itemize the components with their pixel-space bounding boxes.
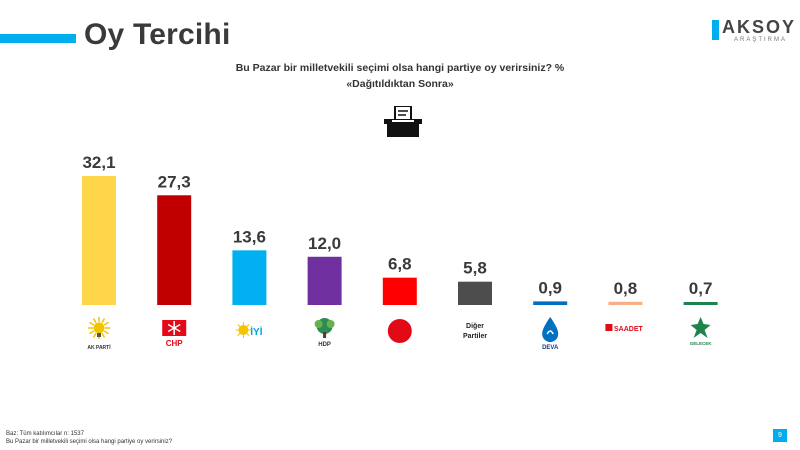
page-title: Oy Tercihi bbox=[84, 18, 231, 51]
deva-logo: DEVA bbox=[542, 317, 559, 351]
chart-question-note: «Dağıtıldıktan Sonra» bbox=[346, 78, 454, 90]
saadet-logo: SAADET bbox=[605, 324, 644, 333]
akp-logo-text: AK PARTİ bbox=[87, 344, 111, 351]
diger-label-line2: Partiler bbox=[463, 333, 487, 340]
value-label-gelecek: 0,7 bbox=[689, 279, 713, 298]
bar-mhp bbox=[382, 277, 417, 305]
bar-diger bbox=[458, 281, 492, 305]
bar-iyi bbox=[232, 250, 267, 305]
value-label-saadet: 0,8 bbox=[614, 279, 638, 298]
deva-logo-text: DEVA bbox=[542, 345, 559, 351]
title-accent-bar bbox=[0, 34, 76, 43]
bar-saadet bbox=[608, 301, 643, 305]
value-label-iyi: 13,6 bbox=[233, 227, 266, 246]
brand-stripe bbox=[712, 20, 719, 40]
iyi-logo: İYİ bbox=[235, 322, 263, 338]
bar-hdp bbox=[307, 256, 342, 305]
brand-name: AKSOY bbox=[722, 17, 797, 37]
value-label-akp: 32,1 bbox=[82, 153, 115, 172]
brand-logo: AKSOY ARAŞTIRMA bbox=[712, 17, 794, 44]
bar-chp bbox=[157, 195, 192, 305]
chp-logo: CHP bbox=[162, 320, 187, 348]
hdp-logo-text: HDP bbox=[318, 342, 331, 348]
gelecek-logo: GELECEK bbox=[690, 317, 713, 346]
bar-deva bbox=[533, 301, 568, 305]
chp-logo-text: CHP bbox=[166, 339, 184, 348]
footer-base: Baz: Tüm katılımcılar n: 1537 bbox=[6, 431, 84, 437]
footer-question: Bu Pazar bir milletvekili seçimi olsa ha… bbox=[6, 439, 173, 445]
page-number: 9 bbox=[773, 429, 787, 442]
brand-subtitle: ARAŞTIRMA bbox=[734, 37, 788, 43]
value-label-mhp: 6,8 bbox=[388, 255, 412, 274]
value-label-deva: 0,9 bbox=[538, 278, 562, 297]
saadet-logo-text: SAADET bbox=[614, 326, 644, 333]
diger-label-line1: Diğer bbox=[466, 323, 484, 330]
bar-akp bbox=[82, 176, 116, 305]
iyi-logo-text: İYİ bbox=[250, 325, 262, 338]
hdp-logo: HDP bbox=[314, 318, 335, 348]
bar-gelecek bbox=[683, 302, 718, 305]
value-label-chp: 27,3 bbox=[158, 172, 191, 191]
chart-question: Bu Pazar bir milletvekili seçimi olsa ha… bbox=[235, 62, 565, 74]
gelecek-logo-text: GELECEK bbox=[690, 341, 713, 346]
akp-logo: AK PARTİ bbox=[87, 317, 111, 351]
diger-partiler-label: Diğer Partiler bbox=[463, 323, 487, 340]
value-label-diger: 5,8 bbox=[463, 259, 487, 278]
mhp-logo bbox=[387, 319, 412, 343]
ballot-box-icon bbox=[384, 106, 422, 137]
value-label-hdp: 12,0 bbox=[308, 234, 341, 253]
